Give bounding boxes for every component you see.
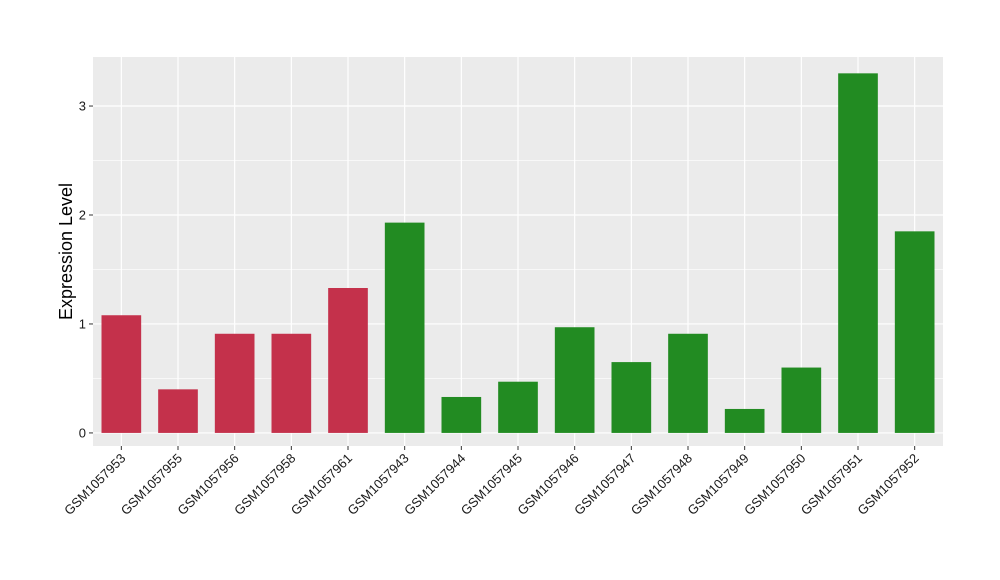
y-tick-label: 3 (79, 99, 86, 114)
bar-GSM1057953 (101, 315, 142, 433)
bar-GSM1057945 (498, 381, 538, 433)
y-tick-label: 0 (79, 425, 86, 440)
bar-GSM1057949 (724, 408, 765, 433)
bar-GSM1057947 (611, 362, 652, 433)
bar-GSM1057944 (441, 396, 482, 433)
y-axis-title: Expression Level (56, 183, 76, 320)
bar-GSM1057948 (668, 333, 708, 433)
y-tick-label: 2 (79, 207, 86, 222)
bar-GSM1057951 (838, 73, 878, 433)
bar-GSM1057950 (781, 367, 822, 433)
y-tick-label: 1 (79, 316, 86, 331)
bar-GSM1057943 (384, 222, 425, 433)
bar-GSM1057946 (554, 327, 595, 433)
bar-GSM1057955 (158, 389, 198, 433)
bar-GSM1057956 (214, 333, 255, 433)
bar-GSM1057952 (894, 231, 935, 433)
bar-layer (101, 73, 935, 433)
bar-GSM1057958 (271, 333, 312, 433)
bar-GSM1057961 (328, 288, 368, 433)
